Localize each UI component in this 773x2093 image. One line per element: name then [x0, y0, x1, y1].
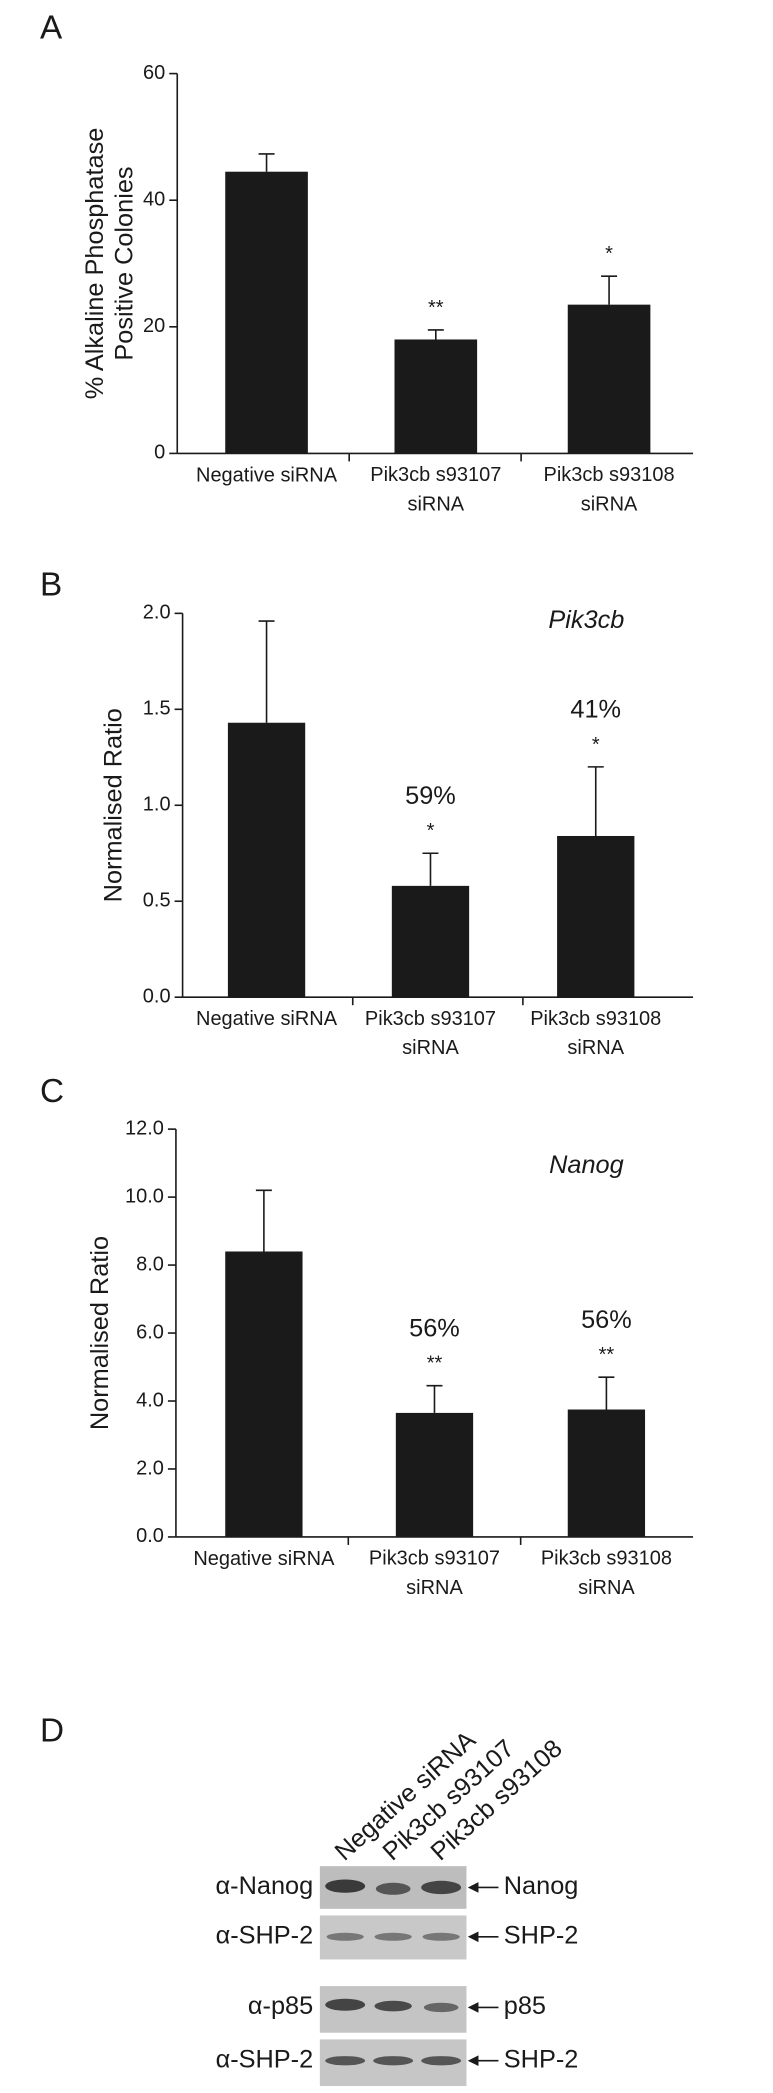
antibody-label: α-Nanog — [216, 1872, 314, 1900]
antibody-label: α-p85 — [248, 1992, 313, 2020]
y-axis-title: % Alkaline PhosphatasePositive Colonies — [81, 128, 138, 400]
significance: * — [592, 734, 600, 756]
bar — [227, 722, 306, 998]
band-label: Nanog — [504, 1872, 579, 1900]
band — [325, 2056, 366, 2066]
arrow-head — [467, 1882, 479, 1893]
y-axis-title: Normalised Ratio — [99, 708, 127, 902]
antibody-label: α-SHP-2 — [216, 2045, 314, 2073]
x-tick-label: Pik3cb s93108 siRNA — [544, 464, 675, 515]
bar — [567, 304, 651, 454]
y-tick-label: 0.0 — [143, 985, 171, 1007]
significance: ** — [427, 1353, 443, 1375]
antibody-label: α-SHP-2 — [216, 1921, 314, 1949]
panel-label: B — [40, 566, 62, 603]
y-axis-title: Normalised Ratio — [86, 1236, 114, 1430]
bar — [395, 1412, 474, 1537]
bar — [394, 339, 478, 454]
y-tick-label: 20 — [143, 315, 165, 337]
y-tick-label: 0 — [154, 442, 165, 464]
x-tick-label: Pik3cb s93108 siRNA — [541, 1548, 672, 1599]
arrow-head — [467, 2002, 479, 2013]
band — [325, 1879, 366, 1893]
bar — [567, 1409, 646, 1537]
band — [374, 2000, 412, 2012]
band — [375, 1882, 411, 1895]
panel-label: C — [40, 1073, 64, 1110]
x-tick-label: Pik3cb s93108 siRNA — [530, 1008, 661, 1059]
arrow-head — [467, 1931, 479, 1943]
band — [421, 2056, 462, 2066]
band-label: SHP-2 — [504, 2045, 579, 2073]
knockdown-label: 56% — [581, 1306, 632, 1334]
y-tick-label: 2.0 — [143, 602, 171, 624]
band-label: SHP-2 — [504, 1921, 579, 1949]
significance: * — [605, 243, 613, 265]
band — [423, 2002, 459, 2013]
y-tick-label: 40 — [143, 188, 165, 210]
y-tick-label: 2.0 — [136, 1457, 164, 1479]
arrow-head — [467, 2055, 479, 2067]
y-tick-label: 12.0 — [125, 1117, 164, 1139]
band — [373, 2056, 414, 2066]
y-tick-label: 60 — [143, 62, 165, 84]
band — [325, 1998, 366, 2011]
x-tick-label: Negative siRNA — [196, 464, 338, 486]
knockdown-label: 56% — [409, 1314, 460, 1342]
y-tick-label: 4.0 — [136, 1389, 164, 1411]
gene-label: Nanog — [549, 1151, 624, 1179]
panel-label: A — [40, 9, 63, 46]
y-tick-label: 8.0 — [136, 1253, 164, 1275]
bar — [225, 1251, 303, 1537]
knockdown-label: 41% — [570, 696, 621, 724]
bar — [391, 885, 470, 998]
significance: ** — [599, 1344, 615, 1366]
x-tick-label: Negative siRNA — [196, 1008, 338, 1030]
x-tick-label: Pik3cb s93107 siRNA — [370, 464, 501, 515]
band — [422, 1932, 460, 1941]
y-tick-label: 1.5 — [143, 698, 171, 720]
y-tick-label: 1.0 — [143, 794, 171, 816]
y-tick-label: 6.0 — [136, 1321, 164, 1343]
band — [421, 1880, 462, 1895]
x-tick-label: Pik3cb s93107 siRNA — [365, 1008, 496, 1059]
y-tick-label: 0.5 — [143, 890, 171, 912]
significance: * — [427, 820, 435, 842]
x-tick-label: Negative siRNA — [193, 1548, 335, 1570]
band-label: p85 — [504, 1992, 546, 2020]
y-tick-label: 0.0 — [136, 1525, 164, 1547]
band — [326, 1932, 364, 1941]
panel-label: D — [40, 1713, 64, 1750]
x-tick-label: Pik3cb s93107 siRNA — [369, 1548, 500, 1599]
band — [374, 1932, 412, 1941]
gene-label: Pik3cb — [548, 606, 624, 634]
significance: ** — [428, 297, 444, 319]
knockdown-label: 59% — [405, 782, 456, 810]
y-tick-label: 10.0 — [125, 1185, 164, 1207]
bar — [557, 835, 635, 998]
bar — [225, 171, 308, 454]
